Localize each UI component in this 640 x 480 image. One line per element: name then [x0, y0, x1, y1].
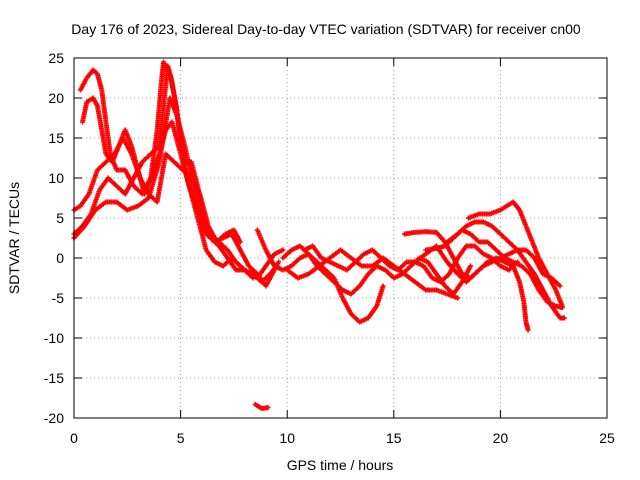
x-tick-label: 5 [177, 430, 185, 446]
data-point [280, 247, 286, 253]
data-point [265, 405, 271, 411]
data-point [237, 239, 243, 245]
chart-title: Day 176 of 2023, Sidereal Day-to-day VTE… [71, 21, 581, 37]
series-track-14 [465, 199, 565, 309]
y-tick-label: 5 [56, 210, 64, 226]
y-tick-label: 20 [48, 90, 64, 106]
data-point [276, 259, 282, 265]
data-point [250, 275, 256, 281]
series-track-15 [412, 243, 563, 289]
y-tick-label: -10 [44, 330, 64, 346]
data-point [561, 315, 567, 321]
x-tick-label: 10 [279, 430, 295, 446]
series-track-4 [71, 135, 243, 245]
x-tick-label: 20 [493, 430, 509, 446]
data-point [525, 327, 531, 333]
y-tick-label: -15 [44, 370, 64, 386]
data-points [71, 59, 567, 411]
data-point [559, 303, 565, 309]
y-tick-label: -5 [52, 290, 65, 306]
series-track-13 [423, 227, 565, 311]
series-track-6 [252, 401, 271, 411]
y-axis-label: SDTVAR / TECUs [6, 182, 22, 294]
plot-frame [73, 57, 608, 419]
y-tick-label: 10 [48, 170, 64, 186]
series-track-5 [71, 95, 256, 281]
data-point [557, 283, 563, 289]
x-tick-label: 25 [599, 430, 615, 446]
x-axis-label: GPS time / hours [287, 457, 394, 473]
y-tick-label: 25 [48, 50, 64, 66]
y-tick-label: 15 [48, 130, 64, 146]
x-tick-label: 15 [386, 430, 402, 446]
axis-ticks [73, 57, 608, 419]
y-tick-label: -20 [44, 410, 64, 426]
data-point [380, 283, 386, 289]
data-point [455, 295, 461, 301]
x-tick-label: 0 [70, 430, 78, 446]
tick-labels: 0 5 10 15 20 25 -20 -15 -10 -5 0 5 10 15 20 25 [44, 50, 615, 446]
y-tick-label: 0 [56, 250, 64, 266]
series-track-9 [284, 247, 461, 301]
data-point [468, 263, 474, 269]
